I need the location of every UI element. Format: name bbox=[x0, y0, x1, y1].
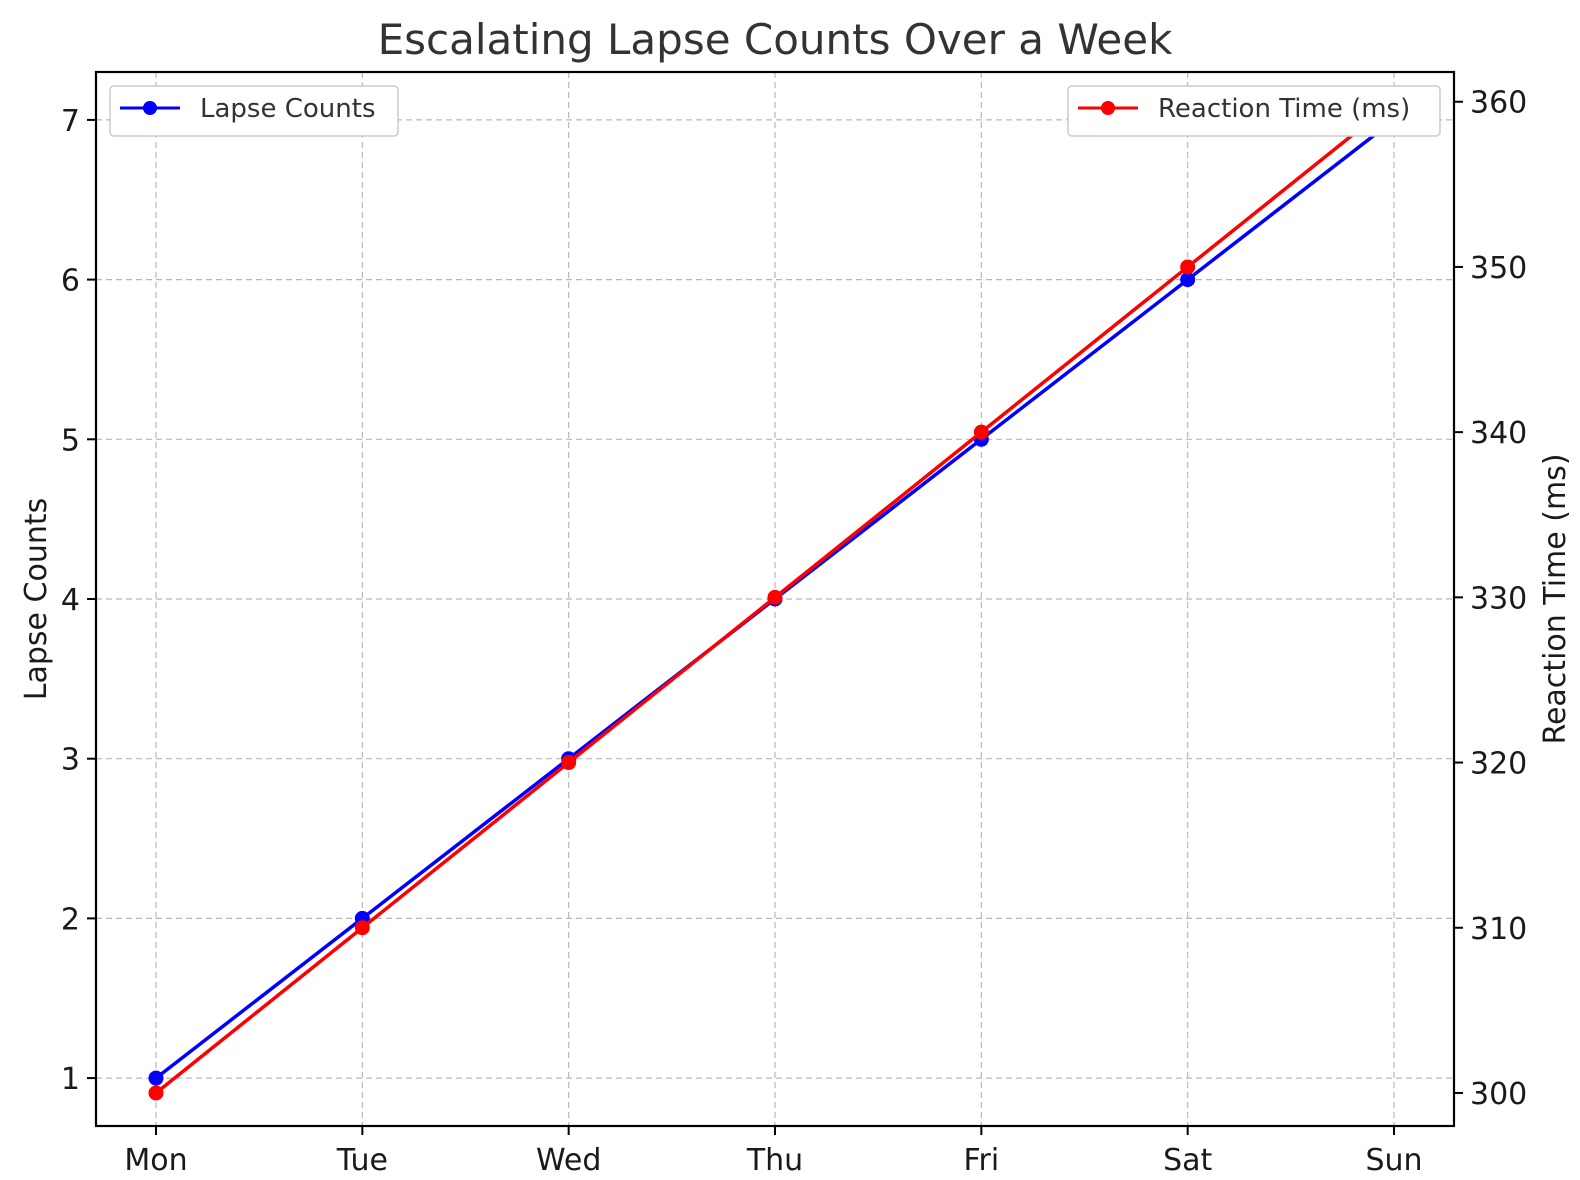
y-left-tick-label: 6 bbox=[61, 264, 80, 299]
y-left-tick-label: 7 bbox=[61, 104, 80, 139]
y-left-tick-label: 2 bbox=[61, 902, 80, 937]
y-left-tick-label: 5 bbox=[61, 423, 80, 458]
data-point bbox=[148, 1085, 164, 1101]
y-right-tick-label: 350 bbox=[1470, 251, 1527, 286]
x-axis: Mon Tue Wed Thu Fri Sat Sun bbox=[124, 1126, 1423, 1178]
y-right-tick-label: 310 bbox=[1470, 912, 1527, 947]
legend-marker bbox=[143, 101, 157, 115]
y-left-tick-label: 4 bbox=[61, 583, 80, 618]
x-tick-label: Sun bbox=[1365, 1143, 1422, 1178]
y-right-tick-label: 360 bbox=[1470, 86, 1527, 121]
legend-box bbox=[109, 85, 399, 137]
y-right-tick-label: 340 bbox=[1470, 416, 1527, 451]
y-left-tick-label: 1 bbox=[61, 1062, 80, 1097]
legend-box bbox=[1067, 85, 1441, 137]
data-point bbox=[148, 1070, 164, 1086]
legend-marker bbox=[1101, 101, 1115, 115]
data-point bbox=[1180, 272, 1196, 288]
y-axis-left-label: Lapse Counts bbox=[19, 498, 54, 701]
y-axis-left: 1 2 3 4 5 6 7 bbox=[61, 104, 96, 1097]
x-tick-label: Tue bbox=[336, 1143, 388, 1178]
y-axis-right-label: Reaction Time (ms) bbox=[1538, 453, 1573, 744]
data-point bbox=[973, 424, 989, 440]
x-tick-label: Mon bbox=[124, 1143, 187, 1178]
data-point bbox=[561, 755, 577, 771]
x-tick-label: Wed bbox=[536, 1143, 601, 1178]
legend-label: Lapse Counts bbox=[200, 94, 376, 124]
y-right-tick-label: 330 bbox=[1470, 581, 1527, 616]
y-right-tick-label: 300 bbox=[1470, 1077, 1527, 1112]
legend-reaction-time: Reaction Time (ms) bbox=[1067, 85, 1441, 137]
data-point bbox=[767, 589, 783, 605]
legend-label: Reaction Time (ms) bbox=[1158, 94, 1410, 124]
x-tick-label: Sat bbox=[1163, 1143, 1212, 1178]
y-left-tick-label: 3 bbox=[61, 743, 80, 778]
series-layer bbox=[148, 94, 1402, 1101]
data-point bbox=[1180, 259, 1196, 275]
data-point bbox=[354, 920, 370, 936]
y-axis-right: 300 310 320 330 340 350 360 bbox=[1454, 86, 1527, 1112]
chart-title: Escalating Lapse Counts Over a Week bbox=[378, 15, 1173, 64]
legend-lapse-counts: Lapse Counts bbox=[109, 85, 399, 137]
x-tick-label: Fri bbox=[963, 1143, 999, 1178]
y-right-tick-label: 320 bbox=[1470, 747, 1527, 782]
x-tick-label: Thu bbox=[746, 1143, 803, 1178]
